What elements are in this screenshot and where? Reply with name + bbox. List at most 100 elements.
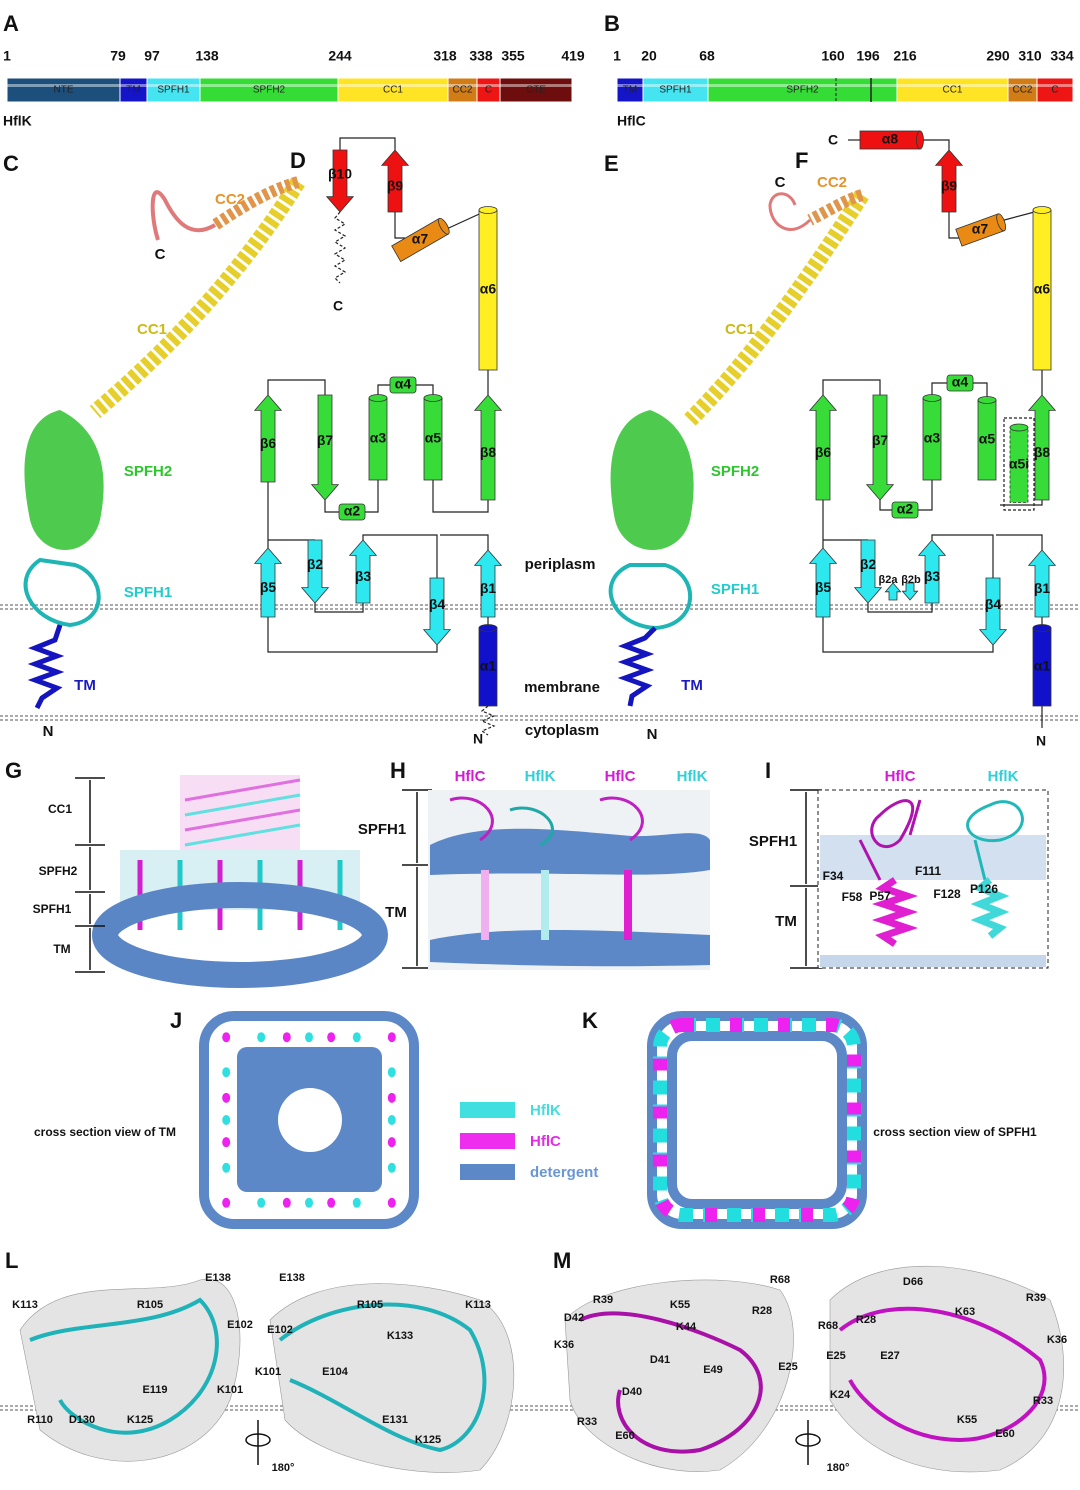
residue-label: R33	[577, 1416, 597, 1428]
position-label: 244	[328, 48, 352, 64]
domain-shine	[477, 84, 500, 87]
residue-label: K101	[217, 1384, 243, 1396]
structure-hflk	[23, 176, 305, 710]
beta-strand	[978, 577, 1008, 646]
sse-label: α1	[1034, 658, 1051, 674]
domain-label: SPFH1	[659, 85, 692, 96]
domain-label: CC2	[452, 85, 472, 96]
position-label: 97	[144, 48, 160, 64]
beta-strand	[808, 547, 838, 618]
sse-label: β5	[815, 579, 832, 595]
residue-label: R28	[856, 1314, 876, 1326]
residue-label: R68	[770, 1274, 790, 1286]
sse-label: β3	[355, 568, 372, 584]
beta-strand	[348, 539, 378, 604]
beta-strand	[1027, 394, 1057, 501]
domain-segment	[1036, 77, 1074, 103]
domain-label: NTE	[54, 85, 74, 96]
sse-label: α7	[972, 221, 989, 237]
residue-label: E60	[995, 1428, 1015, 1440]
position-label: 290	[986, 48, 1010, 64]
alpha-helix	[478, 206, 498, 371]
protein-label: HflK	[677, 768, 708, 785]
sse-label: β7	[317, 432, 334, 448]
sse-label: β1	[1034, 580, 1051, 596]
alpha-helix	[368, 394, 388, 481]
alpha-helix	[1032, 624, 1052, 707]
domain-label: SPFH1	[711, 581, 759, 598]
sse-label: α2	[344, 503, 361, 519]
domain-shine	[897, 84, 1008, 87]
residue-label: E138	[205, 1272, 231, 1284]
subunit-dot	[222, 1032, 231, 1043]
sse-label: α4	[952, 374, 969, 390]
legend-label: detergent	[530, 1164, 598, 1181]
alpha-helix	[922, 394, 942, 481]
structure-hflc	[608, 189, 869, 707]
subunit-dot	[387, 1115, 396, 1125]
sse-label: α5	[979, 431, 996, 447]
protein-label: HflC	[885, 768, 916, 785]
residue-label: D66	[903, 1276, 923, 1288]
subunit-dot	[222, 1197, 231, 1208]
residue-label: R105	[137, 1299, 163, 1311]
helix-cap	[996, 213, 1007, 232]
panel-letter: I	[765, 758, 771, 783]
residue-label: E119	[142, 1384, 167, 1396]
residue-label: R39	[1026, 1292, 1046, 1304]
beta-strand	[934, 149, 964, 213]
residue-label: E138	[279, 1272, 305, 1284]
protein-label: HflK	[525, 768, 556, 785]
position-label: 68	[699, 48, 715, 64]
sse-label: α6	[480, 281, 497, 297]
subunit-dot	[222, 1137, 231, 1148]
position-label: 1	[613, 48, 621, 64]
domain-label: SPFH2	[711, 463, 759, 480]
beta-strand	[310, 394, 340, 501]
residue-label: K24	[830, 1389, 851, 1401]
compartment-label: periplasm	[525, 556, 596, 573]
beta-strand	[380, 149, 410, 213]
sse-label: β4	[429, 596, 446, 612]
residue-label: E104	[322, 1366, 349, 1378]
domain-segment	[896, 77, 1009, 103]
domain-label: SPFH2	[786, 85, 819, 96]
sse-label: α5	[425, 430, 442, 446]
domain-label: C	[155, 246, 166, 263]
residue-label: E102	[227, 1319, 253, 1331]
panel-letter: G	[5, 758, 22, 783]
helix-cap	[1032, 624, 1052, 632]
sse-label: β2a	[879, 574, 899, 586]
panel-letter: D	[290, 148, 306, 173]
residue-label: R28	[752, 1305, 772, 1317]
domain-label: CC2	[215, 191, 245, 208]
region-label: CC1	[48, 802, 72, 816]
domain-label: TM	[126, 85, 140, 96]
sse-label: β5	[260, 579, 277, 595]
helix-cap	[437, 217, 450, 235]
panel-letter: H	[390, 758, 406, 783]
short-helix	[389, 376, 417, 394]
subunit-dot	[257, 1197, 266, 1208]
position-label: 138	[195, 48, 219, 64]
residue-label: E131	[382, 1414, 408, 1426]
domain-shine	[200, 84, 338, 87]
residue-label: D130	[69, 1414, 95, 1426]
residue-label: K36	[1047, 1334, 1067, 1346]
helix-cap	[916, 130, 924, 150]
terminus-label: N	[1036, 733, 1046, 749]
domain-label: C	[1051, 85, 1058, 96]
protein-name: HflC	[617, 113, 646, 129]
position-label: 160	[821, 48, 845, 64]
region-label: TM	[53, 942, 70, 956]
domain-segment	[499, 77, 573, 103]
rotation-symbols	[245, 1420, 821, 1465]
residue-label: E27	[880, 1350, 900, 1362]
helix-cap	[368, 394, 388, 402]
domain-segment	[707, 77, 898, 103]
domain-shine	[338, 84, 448, 87]
sse-label: α7	[412, 231, 429, 247]
helix-cap	[478, 624, 498, 632]
compartment-label: membrane	[524, 679, 600, 696]
